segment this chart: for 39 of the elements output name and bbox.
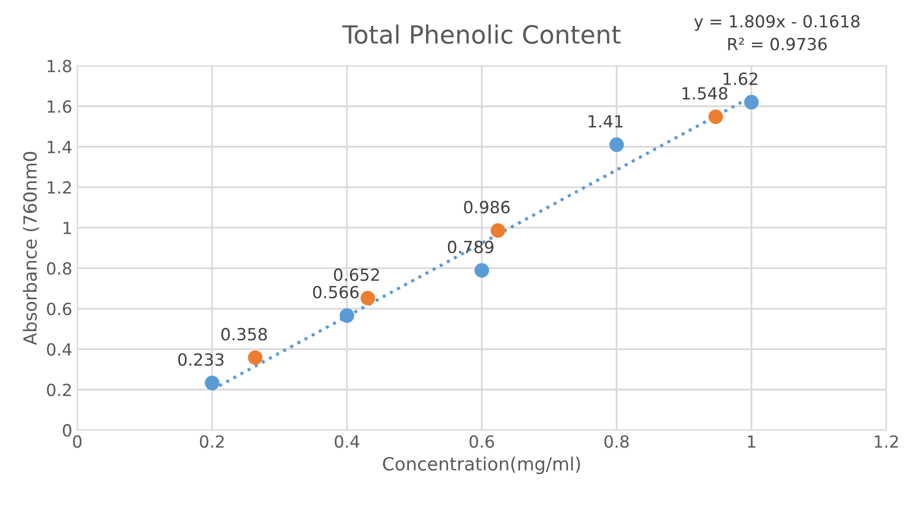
x-tick-label: 0 xyxy=(73,435,82,448)
point xyxy=(340,308,354,323)
y-tick-label: 0.6 xyxy=(47,302,72,316)
x-tick-label: 0.8 xyxy=(604,435,629,448)
x-axis-title: Concentration(mg/ml) xyxy=(383,456,580,474)
chart-title: Total Phenolic Content xyxy=(342,24,621,44)
point xyxy=(490,223,506,238)
data-label: 1.548 xyxy=(682,87,728,100)
point xyxy=(744,94,759,110)
y-tick-label: 0.2 xyxy=(47,384,71,396)
point xyxy=(609,137,624,152)
point xyxy=(360,290,376,306)
y-tick-label: 1.8 xyxy=(48,60,72,72)
data-label: 0.233 xyxy=(178,353,224,366)
y-tick-label: 1.4 xyxy=(48,140,72,154)
data-label: 0.566 xyxy=(313,286,359,298)
y-tick-label: 1.2 xyxy=(48,181,71,194)
data-label: 1.41 xyxy=(588,115,623,128)
y-tick-label: 1 xyxy=(64,222,71,234)
point xyxy=(248,350,263,365)
y-tick-label: 0.8 xyxy=(47,262,72,275)
data-label: 0.652 xyxy=(334,268,379,282)
x-tick-label: 0.2 xyxy=(200,435,224,448)
y-tick-label: 0 xyxy=(62,424,72,437)
y-tick-label: 1.6 xyxy=(48,100,72,113)
text: y = 1.809x - 0.1618 xyxy=(694,15,860,31)
x-tick-label: 1 xyxy=(748,435,756,448)
text: R² = 0.9736 xyxy=(728,38,827,50)
point xyxy=(708,110,723,124)
x-tick-label: 0.6 xyxy=(470,435,494,448)
point xyxy=(204,376,220,390)
x-tick-label: 1.2 xyxy=(874,435,898,448)
y-tick-label: 0.4 xyxy=(47,343,72,356)
data-label: 0.358 xyxy=(221,328,267,341)
data-label: 0.986 xyxy=(464,200,510,214)
data-label: 1.62 xyxy=(724,72,758,86)
x-tick-label: 0.4 xyxy=(334,435,360,448)
y-axis-title: Absorbance (760nm0 xyxy=(22,152,39,346)
point xyxy=(474,263,490,278)
